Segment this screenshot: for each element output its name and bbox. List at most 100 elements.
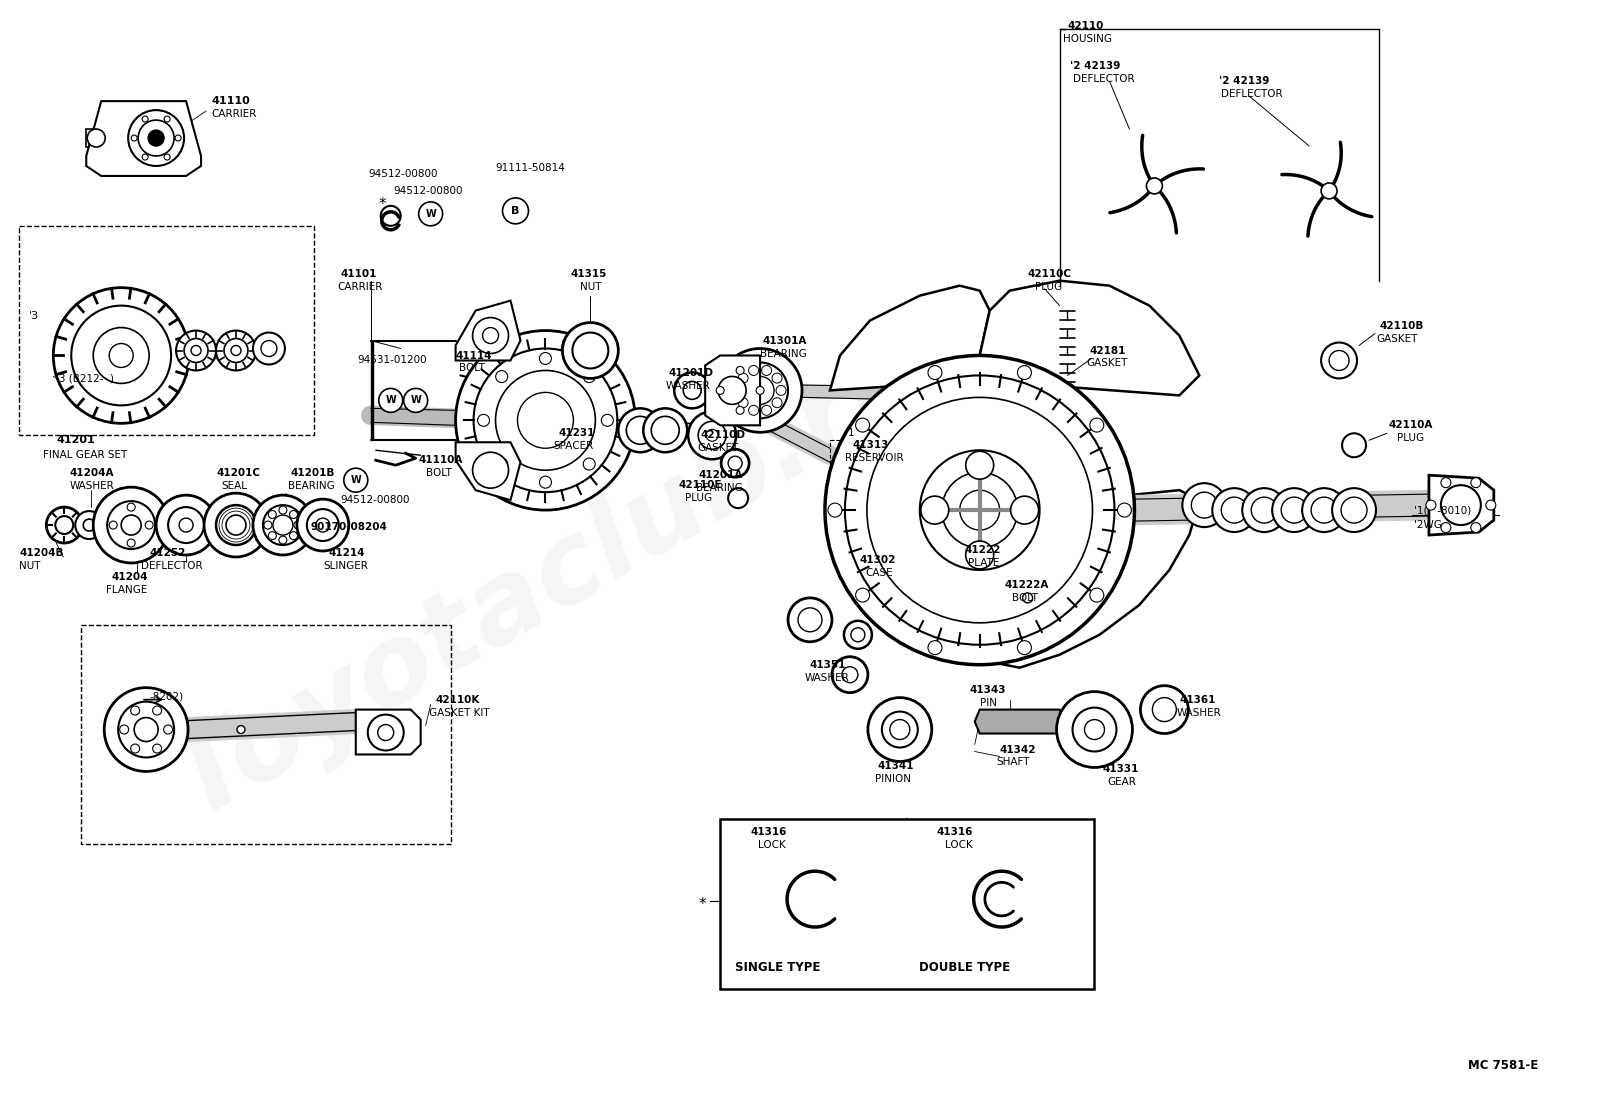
Text: SEAL: SEAL [220,481,247,491]
Circle shape [651,416,678,445]
Text: SLINGER: SLINGER [323,561,368,571]
Text: 42110C: 42110C [1027,269,1070,279]
Circle shape [762,405,771,415]
Circle shape [268,531,276,539]
Circle shape [264,505,302,545]
Circle shape [177,330,215,370]
Circle shape [749,405,759,415]
Circle shape [264,522,272,529]
Text: DOUBLE TYPE: DOUBLE TYPE [918,961,1009,974]
Circle shape [315,518,329,533]
Text: '2WG: '2WG [1413,520,1441,530]
Circle shape [1470,523,1480,533]
Circle shape [477,414,489,426]
Polygon shape [829,511,979,660]
Text: 41351: 41351 [810,660,845,670]
Text: GASKET: GASKET [1376,334,1416,344]
Text: GASKET: GASKET [1086,358,1127,369]
Text: PINION: PINION [874,774,910,784]
Circle shape [1485,500,1495,511]
Text: W: W [386,395,395,405]
Text: 41110: 41110 [211,97,249,107]
Text: *: * [697,897,705,912]
Circle shape [688,412,736,459]
Circle shape [720,449,749,478]
Polygon shape [87,101,201,176]
Text: '1: '1 [844,428,853,438]
Circle shape [1250,497,1276,523]
Circle shape [141,116,148,122]
Circle shape [927,640,942,654]
Circle shape [121,515,141,535]
Circle shape [797,608,821,631]
Circle shape [47,507,82,544]
Circle shape [850,628,865,641]
Circle shape [294,522,302,529]
Circle shape [117,702,174,758]
Circle shape [260,340,276,357]
Polygon shape [455,301,521,360]
Circle shape [93,488,169,563]
Circle shape [252,495,313,554]
Circle shape [1342,434,1366,457]
Circle shape [297,500,349,551]
Text: 41231: 41231 [558,428,595,438]
Text: W: W [424,209,435,219]
Text: 41331: 41331 [1102,764,1138,774]
Circle shape [787,598,831,641]
Text: LOCK: LOCK [945,840,972,850]
Text: LOCK: LOCK [757,840,786,850]
Text: 90170-08204: 90170-08204 [310,522,387,533]
Text: 41114: 41114 [455,350,492,360]
Text: '3: '3 [29,311,40,321]
Circle shape [749,366,759,376]
Circle shape [824,356,1133,664]
Circle shape [178,518,193,533]
Polygon shape [355,709,421,754]
Text: 41361: 41361 [1178,695,1215,705]
Circle shape [1152,697,1176,721]
Circle shape [130,706,140,715]
Circle shape [731,362,787,418]
Circle shape [227,515,246,535]
Polygon shape [1429,475,1493,535]
Circle shape [1146,178,1162,194]
Circle shape [683,381,701,400]
Text: WASHER: WASHER [805,673,848,683]
Circle shape [495,370,595,470]
Circle shape [572,333,607,369]
Circle shape [842,666,858,683]
Circle shape [1281,497,1306,523]
Circle shape [1440,523,1450,533]
Text: BOLT: BOLT [458,363,484,373]
Text: 41214: 41214 [328,548,365,558]
Circle shape [153,706,162,715]
Polygon shape [979,490,1199,668]
Circle shape [474,348,617,492]
Circle shape [1212,489,1255,533]
Text: BEARING: BEARING [696,483,742,493]
Text: MC 7581-E: MC 7581-E [1467,1058,1538,1072]
Text: 91111-50814: 91111-50814 [495,163,566,173]
Circle shape [153,744,162,753]
Text: CARRIER: CARRIER [211,109,256,119]
Circle shape [942,472,1017,548]
Circle shape [1321,183,1337,199]
Circle shape [705,429,718,441]
Text: 42110K: 42110K [435,695,480,705]
Circle shape [715,386,723,394]
Circle shape [619,408,662,452]
Text: 42110B: 42110B [1379,321,1422,330]
Circle shape [844,376,1114,645]
Text: 41204: 41204 [111,572,148,582]
Circle shape [1011,496,1038,524]
Circle shape [866,397,1091,623]
Circle shape [601,414,612,426]
Text: PLUG: PLUG [1033,282,1061,292]
Circle shape [1302,489,1345,533]
Circle shape [307,509,339,541]
Circle shape [625,416,654,445]
Circle shape [1331,489,1376,533]
Text: WASHER: WASHER [1176,707,1220,718]
Circle shape [643,408,686,452]
